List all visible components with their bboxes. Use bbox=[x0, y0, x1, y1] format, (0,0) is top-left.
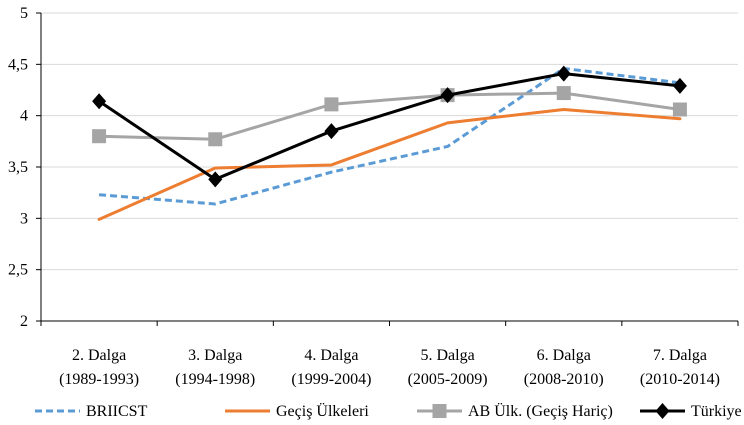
x-tick-label: 5. Dalga bbox=[420, 347, 474, 364]
x-tick-labels: 2. Dalga (1989-1993) 3. Dalga (1994-1998) 4.… bbox=[59, 347, 720, 388]
x-tick-label: 4. Dalga bbox=[304, 347, 358, 364]
x-tick-label-period: (1999-2004) bbox=[291, 371, 371, 388]
x-tick-label: 6. Dalga bbox=[537, 347, 591, 364]
legend-label: AB Ülk. (Geçiş Hariç) bbox=[468, 402, 613, 420]
series-line-1 bbox=[97, 108, 682, 221]
data-point bbox=[440, 87, 455, 104]
x-tick-label-period: (2005-2009) bbox=[408, 371, 488, 388]
data-point bbox=[92, 129, 107, 144]
data-point bbox=[672, 102, 687, 117]
axes bbox=[36, 12, 739, 326]
data-point bbox=[92, 93, 107, 110]
x-tick-label: 3. Dalga bbox=[188, 347, 242, 364]
gridlines bbox=[41, 12, 738, 271]
y-tick-label: 5 bbox=[20, 5, 28, 22]
y-tick-label: 3 bbox=[20, 210, 28, 227]
legend-marker bbox=[655, 403, 670, 419]
y-tick-label: 2 bbox=[20, 313, 28, 330]
data-point bbox=[208, 171, 223, 188]
data-point bbox=[556, 86, 571, 101]
x-tick-label-period: (2010-2014) bbox=[640, 371, 720, 388]
x-tick-label-period: (2008-2010) bbox=[524, 371, 604, 388]
series-line-0 bbox=[98, 66, 681, 206]
x-tick-label: 7. Dalga bbox=[653, 347, 707, 364]
data-point bbox=[556, 65, 571, 82]
series-lines bbox=[92, 65, 687, 221]
data-point bbox=[324, 123, 339, 140]
series-line-3 bbox=[97, 72, 682, 181]
data-point bbox=[324, 97, 339, 112]
x-tick-label-period: (1989-1993) bbox=[59, 371, 139, 388]
y-tick-label: 4 bbox=[20, 108, 28, 125]
legend-label: BRIICST bbox=[86, 403, 148, 420]
y-tick-label: 2,5 bbox=[8, 262, 28, 279]
legend-label: Geçiş Ülkeleri bbox=[276, 402, 369, 420]
legend-marker bbox=[432, 404, 447, 418]
legend-label: Türkiye bbox=[691, 403, 742, 420]
series-line-2 bbox=[97, 91, 682, 141]
x-tick-label-period: (1994-1998) bbox=[175, 371, 255, 388]
y-tick-label: 3,5 bbox=[8, 159, 28, 176]
y-tick-labels: 2 2,5 3 3,5 4 4,5 5 bbox=[8, 5, 28, 330]
y-tick-label: 4,5 bbox=[8, 56, 28, 73]
legend: BRIICST Geçiş Ülkeleri AB Ülk. (Geçiş Hari… bbox=[35, 402, 742, 420]
x-tick-label: 2. Dalga bbox=[72, 347, 126, 364]
data-point bbox=[208, 132, 223, 147]
data-point bbox=[672, 77, 687, 94]
